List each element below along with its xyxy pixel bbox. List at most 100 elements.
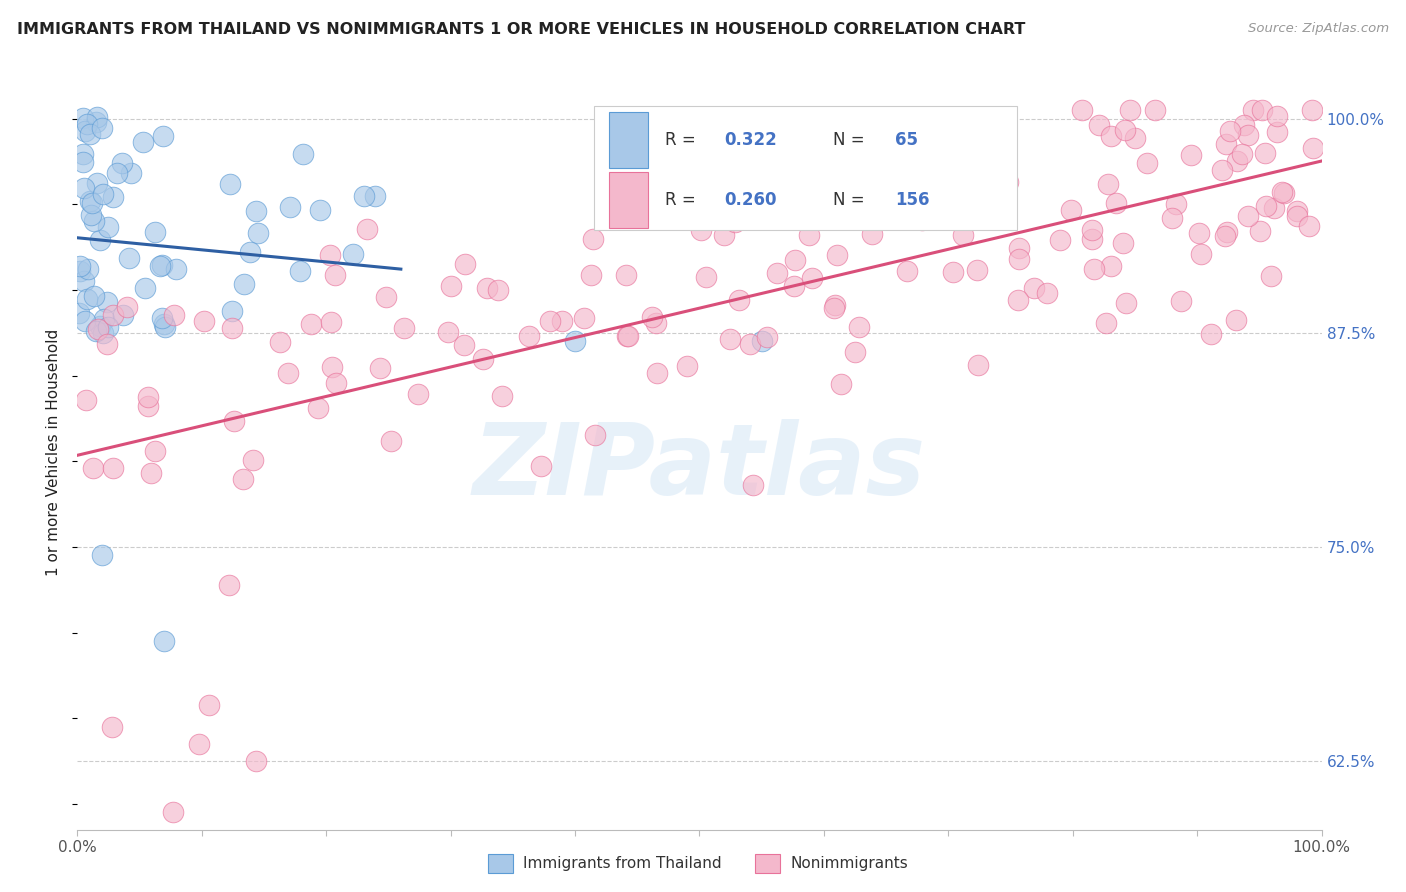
Point (1097, 177, 1119, 191)
Point (1215, 225, 1237, 239)
Point (143, 444, 166, 458)
Point (86, 115, 108, 129)
Point (538, 314, 561, 328)
Point (239, 244, 262, 259)
Point (101, 461, 124, 475)
Point (120, 166, 142, 180)
Point (1170, 293, 1192, 308)
Point (830, 376, 852, 391)
Point (475, 281, 498, 295)
Point (645, 366, 668, 380)
Point (1114, 122, 1136, 136)
Point (245, 754, 267, 768)
Point (290, 264, 312, 278)
Point (111, 156, 134, 170)
Point (132, 135, 155, 149)
Point (1105, 195, 1128, 210)
Point (374, 290, 396, 304)
Point (87, 322, 110, 336)
Point (1213, 229, 1236, 244)
Point (1265, 125, 1288, 139)
Point (914, 204, 936, 219)
Point (93, 311, 115, 326)
Text: Nonimmigrants: Nonimmigrants (790, 856, 908, 871)
Point (860, 227, 883, 242)
Point (783, 278, 806, 293)
Point (517, 329, 540, 343)
Point (319, 248, 342, 262)
Point (1254, 199, 1277, 213)
Text: 0.260: 0.260 (724, 191, 778, 210)
Point (91, 186, 114, 201)
Point (75, 392, 97, 407)
Point (101, 309, 124, 323)
Point (321, 359, 343, 374)
Point (72, 111, 94, 125)
Point (897, 157, 920, 171)
Point (105, 166, 128, 180)
Text: N =: N = (832, 191, 869, 210)
Point (453, 338, 475, 352)
Point (1271, 185, 1294, 199)
Point (1211, 163, 1233, 178)
Point (1260, 268, 1282, 283)
Point (676, 359, 699, 374)
Point (91, 121, 114, 136)
Point (983, 143, 1005, 157)
Point (1251, 103, 1274, 117)
Point (153, 634, 176, 648)
Point (364, 189, 387, 203)
Point (1180, 148, 1202, 162)
Point (72, 147, 94, 161)
Point (86, 176, 108, 190)
Point (307, 401, 329, 416)
Point (219, 177, 242, 191)
Text: 65: 65 (894, 131, 918, 149)
Point (1081, 231, 1104, 245)
Point (920, 143, 942, 157)
Point (1188, 227, 1211, 241)
Point (117, 300, 139, 314)
Text: ZIPatlas: ZIPatlas (472, 419, 927, 516)
Point (921, 189, 943, 203)
Point (1119, 103, 1142, 117)
Point (165, 262, 187, 277)
Text: R =: R = (665, 191, 700, 210)
Point (73, 181, 96, 195)
Point (614, 268, 637, 282)
Point (486, 283, 509, 297)
Point (193, 314, 215, 328)
Point (152, 129, 174, 144)
Point (233, 277, 256, 291)
Point (69, 259, 91, 273)
Point (291, 147, 314, 161)
Point (1285, 209, 1308, 223)
Point (974, 138, 997, 153)
FancyBboxPatch shape (609, 172, 648, 228)
Point (695, 270, 717, 285)
Point (1236, 128, 1258, 142)
Point (1036, 285, 1059, 300)
Point (83, 214, 105, 228)
Point (641, 310, 664, 324)
Point (471, 352, 494, 367)
Point (751, 334, 773, 349)
Point (491, 388, 513, 402)
Text: 0.322: 0.322 (724, 131, 778, 149)
Point (966, 358, 988, 372)
Point (280, 201, 302, 215)
Point (309, 202, 332, 217)
Point (136, 390, 159, 404)
Point (1088, 118, 1111, 132)
Point (72, 155, 94, 169)
Point (97, 319, 120, 334)
Point (966, 262, 988, 277)
Point (370, 361, 392, 376)
FancyBboxPatch shape (593, 106, 1017, 230)
Point (76, 262, 98, 277)
Point (551, 314, 574, 328)
Point (1225, 313, 1247, 327)
Point (437, 326, 460, 340)
Point (84, 324, 107, 338)
Point (242, 453, 264, 467)
